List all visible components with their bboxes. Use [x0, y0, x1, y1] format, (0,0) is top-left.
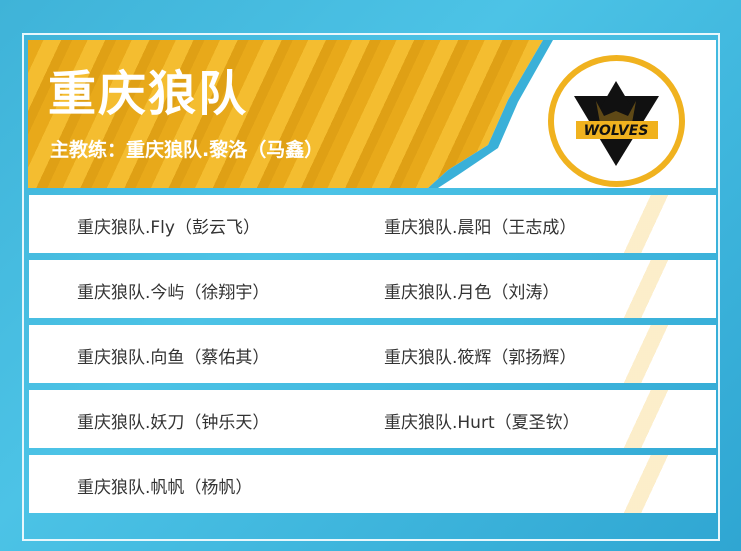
roster-row: 重庆狼队.Fly（彭云飞） 重庆狼队.晨阳（王志成）	[29, 195, 716, 253]
player-name: 重庆狼队.筱辉（郭扬辉）	[384, 348, 577, 368]
header-banner	[28, 40, 543, 188]
player-name: 重庆狼队.晨阳（王志成）	[384, 218, 577, 238]
roster-list: 重庆狼队.Fly（彭云飞） 重庆狼队.晨阳（王志成） 重庆狼队.今屿（徐翔宇） …	[29, 195, 716, 520]
roster-row: 重庆狼队.妖刀（钟乐天） 重庆狼队.Hurt（夏圣钦）	[29, 390, 716, 448]
team-logo: WOLVES	[548, 55, 685, 187]
player-name: 重庆狼队.Hurt（夏圣钦）	[384, 413, 580, 433]
player-name: 重庆狼队.Fly（彭云飞）	[77, 218, 260, 238]
logo-text: WOLVES	[584, 123, 649, 139]
roster-row: 重庆狼队.帆帆（杨帆）	[29, 455, 716, 513]
player-name: 重庆狼队.妖刀（钟乐天）	[77, 413, 270, 433]
team-header: 重庆狼队 主教练：重庆狼队.黎洛（马鑫） WOLVES	[28, 40, 716, 188]
roster-row: 重庆狼队.今屿（徐翔宇） 重庆狼队.月色（刘涛）	[29, 260, 716, 318]
player-name: 重庆狼队.今屿（徐翔宇）	[77, 283, 270, 303]
team-name: 重庆狼队	[48, 66, 249, 122]
player-name: 重庆狼队.月色（刘涛）	[384, 283, 560, 303]
card-frame	[22, 33, 720, 541]
roster-row: 重庆狼队.向鱼（蔡佑其） 重庆狼队.筱辉（郭扬辉）	[29, 325, 716, 383]
player-name: 重庆狼队.向鱼（蔡佑其）	[77, 348, 270, 368]
player-name: 重庆狼队.帆帆（杨帆）	[77, 478, 253, 498]
coach-label: 主教练：重庆狼队.黎洛（马鑫）	[50, 139, 324, 161]
